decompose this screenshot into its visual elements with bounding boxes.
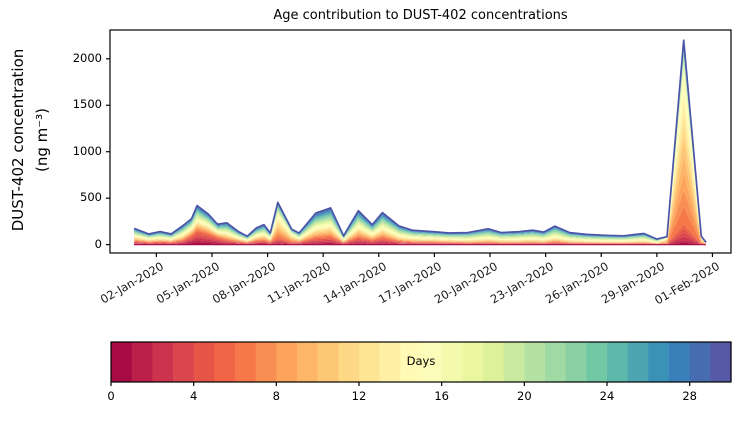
colorbar-cell (173, 342, 195, 382)
colorbar-cell (648, 342, 670, 382)
age-band-23 (134, 50, 707, 243)
colorbar-label: Days (406, 354, 436, 368)
age-band-5 (134, 224, 707, 245)
colorbar-tick-label: 16 (434, 389, 449, 403)
colorbar-cell (669, 342, 691, 382)
age-band-20 (134, 57, 707, 243)
colorbar-cell (193, 342, 215, 382)
colorbar-cell (627, 342, 649, 382)
y-tick-label: 1000 (72, 143, 102, 158)
colorbar-cell (689, 342, 711, 382)
plot-title: Age contribution to DUST-402 concentrati… (273, 8, 568, 23)
y-tick-label: 1500 (72, 97, 102, 112)
age-band-1 (134, 240, 707, 245)
colorbar-cell (400, 342, 422, 382)
colorbar-cell (462, 342, 484, 382)
age-band-21 (134, 55, 707, 243)
age-band-2 (134, 236, 707, 245)
colorbar-cell (235, 342, 257, 382)
colorbar-cell (503, 342, 525, 382)
colorbar-cell (297, 342, 319, 382)
colorbar-tick-label: 4 (189, 389, 198, 403)
colorbar-cell (565, 342, 587, 382)
age-band-0 (134, 242, 707, 245)
colorbar-cell (586, 342, 608, 382)
colorbar-cell (441, 342, 463, 382)
age-band-16 (134, 68, 707, 243)
colorbar-cell (379, 342, 401, 382)
age-band-28 (134, 42, 707, 243)
age-band-27 (134, 43, 707, 243)
age-band-22 (134, 52, 707, 243)
age-band-29 (134, 40, 707, 243)
age-band-24 (134, 49, 707, 243)
colorbar-cell (483, 342, 505, 382)
age-band-4 (134, 228, 707, 245)
colorbar-cell (276, 342, 298, 382)
colorbar-cell (131, 342, 153, 382)
age-band-26 (134, 45, 707, 243)
colorbar-cell (421, 342, 443, 382)
colorbar-cell (710, 342, 732, 382)
age-band-18 (134, 63, 707, 243)
y-tick-label: 0 (94, 236, 102, 251)
y-tick-label: 2000 (72, 50, 102, 65)
age-band-15 (134, 70, 707, 243)
colorbar-cell (214, 342, 236, 382)
age-band-14 (134, 84, 707, 244)
colorbar-tick-label: 28 (682, 389, 697, 403)
envelope-line (133, 39, 707, 243)
colorbar-tick-label: 20 (517, 389, 532, 403)
colorbar-cell (359, 342, 381, 382)
colorbar-cell (524, 342, 546, 382)
colorbar-cell (317, 342, 339, 382)
plot-box (109, 29, 732, 254)
y-tick-label: 500 (80, 190, 102, 205)
age-band-13 (134, 97, 707, 244)
colorbar-cell (338, 342, 360, 382)
colorbar-tick-label: 24 (599, 389, 615, 403)
age-band-25 (134, 47, 707, 243)
age-band-12 (134, 111, 707, 244)
colorbar-outline (110, 341, 732, 383)
colorbar-tick-label: 12 (351, 389, 367, 403)
colorbar-cell (152, 342, 174, 382)
age-band-3 (134, 232, 707, 245)
age-band-19 (134, 60, 707, 243)
colorbar-cell (607, 342, 629, 382)
colorbar-tick-label: 0 (107, 389, 115, 403)
colorbar-cell (255, 342, 277, 382)
colorbar-cell (545, 342, 567, 382)
colorbar-cell (111, 342, 133, 382)
colorbar-tick-label: 8 (272, 389, 280, 403)
age-band-11 (134, 124, 707, 244)
age-band-17 (134, 65, 707, 243)
